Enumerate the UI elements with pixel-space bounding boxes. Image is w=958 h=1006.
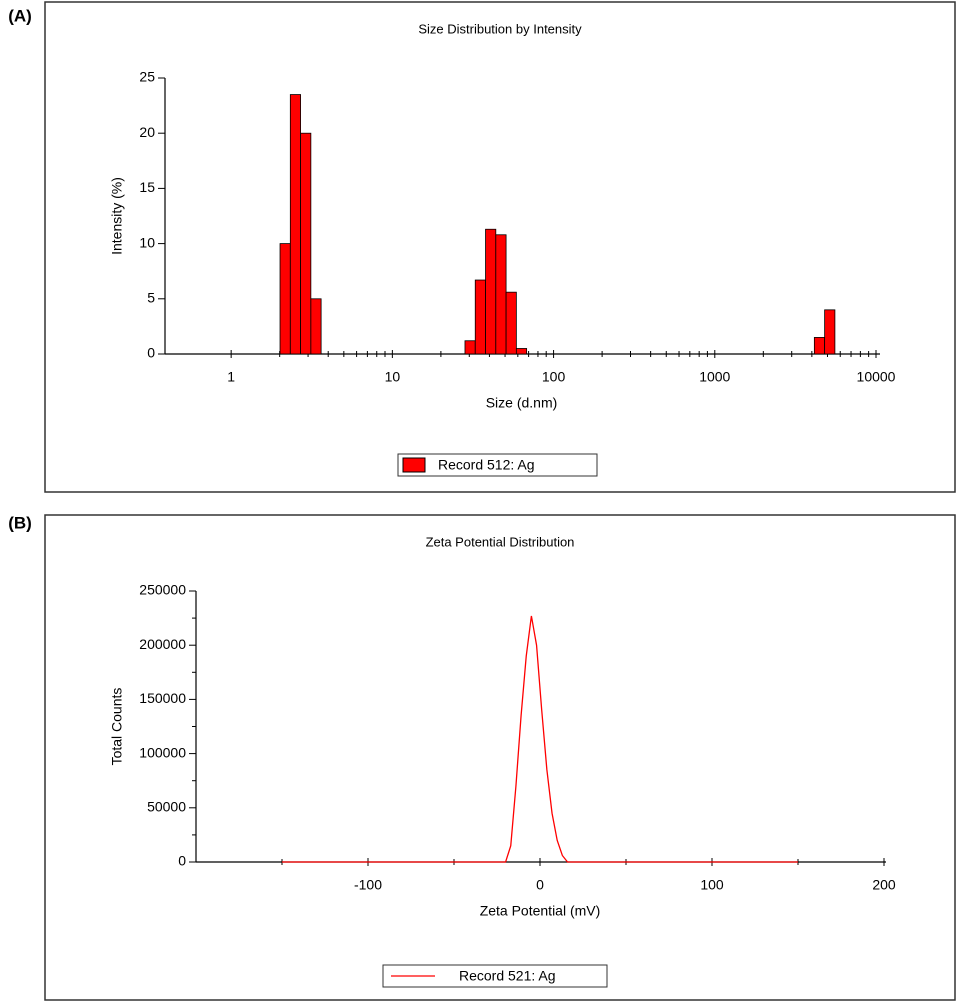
y-tick-label: 15 <box>139 179 155 195</box>
y-tick-label: 5 <box>147 290 155 306</box>
x-tick-label: 100 <box>700 877 724 893</box>
x-tick-label: -100 <box>354 877 382 893</box>
bar <box>289 94 301 355</box>
panel-frame <box>44 1 956 493</box>
y-tick-label: 250000 <box>139 582 186 598</box>
bar <box>515 348 528 355</box>
x-axis-label: Zeta Potential (mV) <box>480 903 601 919</box>
bar <box>279 243 291 355</box>
legend-swatch <box>402 457 426 473</box>
x-tick-label: 1000 <box>699 369 730 385</box>
legend-box <box>397 453 598 477</box>
bar <box>824 309 836 355</box>
x-axis-label: Size (d.nm) <box>486 395 558 411</box>
line <box>282 615 798 863</box>
chart-title: Size Distribution by Intensity <box>418 21 582 36</box>
y-axis-label: Total Counts <box>109 688 125 766</box>
y-axis-label: Intensity (%) <box>109 177 125 255</box>
y-tick-label: 25 <box>139 69 155 85</box>
y-tick-label: 10 <box>139 234 155 250</box>
bar <box>505 291 517 355</box>
bar <box>464 340 476 355</box>
bar <box>495 234 507 355</box>
y-tick-label: 150000 <box>139 690 186 706</box>
legend-label: Record 512: Ag <box>438 457 535 473</box>
bar <box>485 228 497 355</box>
legend-label: Record 521: Ag <box>459 968 556 984</box>
y-tick-label: 100000 <box>139 744 186 760</box>
y-tick-label: 0 <box>147 345 155 361</box>
x-tick-label: 10 <box>385 369 401 385</box>
bar <box>813 337 826 355</box>
bar <box>310 298 322 355</box>
x-tick-label: 0 <box>536 877 544 893</box>
y-tick-label: 20 <box>139 124 155 140</box>
panel-label: (A) <box>8 6 32 25</box>
x-tick-label: 200 <box>872 877 896 893</box>
bar <box>474 279 486 355</box>
chart-title: Zeta Potential Distribution <box>426 534 575 549</box>
x-tick-label: 10000 <box>857 369 896 385</box>
panel-frame <box>44 514 956 1001</box>
x-tick-label: 1 <box>227 369 235 385</box>
x-tick-label: 100 <box>542 369 566 385</box>
y-tick-label: 200000 <box>139 636 186 652</box>
panel-label: (B) <box>8 513 32 532</box>
bar <box>300 132 312 355</box>
legend-box <box>382 964 608 988</box>
y-tick-label: 50000 <box>147 799 186 815</box>
y-tick-label: 0 <box>178 853 186 869</box>
